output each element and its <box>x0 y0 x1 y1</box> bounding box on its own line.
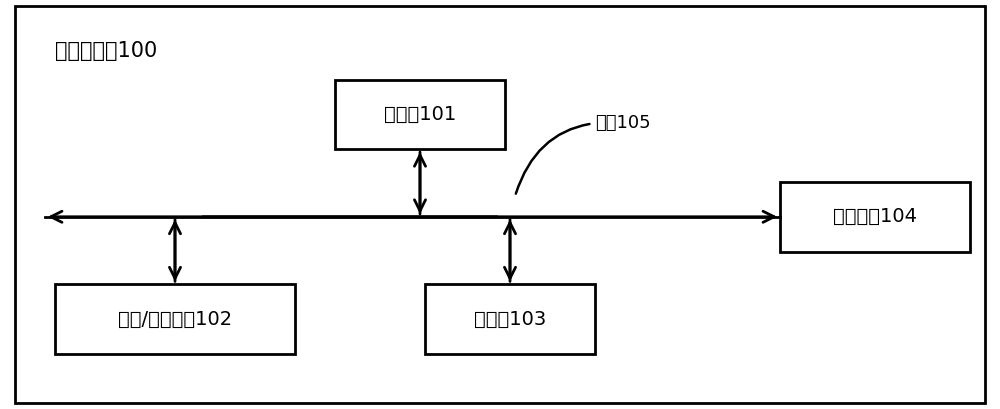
Text: 处理器101: 处理器101 <box>384 105 456 124</box>
Text: 总线105: 总线105 <box>516 114 651 194</box>
Text: 计算机终端100: 计算机终端100 <box>55 41 157 61</box>
Text: 传输装置104: 传输装置104 <box>833 207 917 226</box>
Text: 存储器103: 存储器103 <box>474 310 546 328</box>
Text: 输入/输出接口102: 输入/输出接口102 <box>118 310 232 328</box>
Bar <box>425 284 595 354</box>
Bar <box>335 80 505 149</box>
Bar <box>55 284 295 354</box>
Bar <box>780 182 970 252</box>
